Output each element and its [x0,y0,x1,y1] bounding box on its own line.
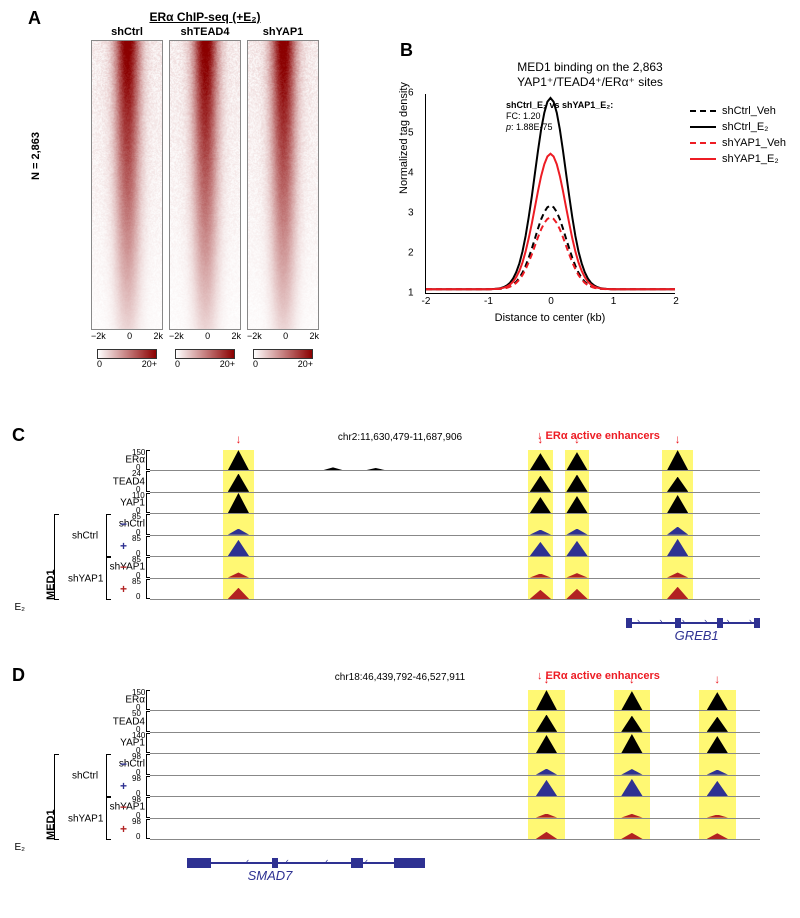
genome-coord: chr2:11,630,479-11,687,906 [338,432,462,443]
legend-row: shYAP1_E₂ [690,153,786,165]
inset-l3: p: 1.88E-75 [506,122,613,133]
panel-a-label: A [28,8,41,29]
track-label: ERα [30,455,148,466]
legend-row: shCtrl_Veh [690,105,786,117]
panel-a-title: ERα ChIP-seq (+E₂) [55,10,355,24]
heatmap-col-label: shTEAD4 [181,26,230,38]
panel-c-label: C [12,425,25,446]
track-label: ERα [30,695,148,706]
panel-b-plot: Normalized tag density shCtrl_E₂ vs shYA… [425,94,675,294]
panel-b: MED1 binding on the 2,863 YAP1⁺/TEAD4⁺/E… [395,60,785,324]
panel-b-title-l1: MED1 binding on the 2,863 [517,60,662,74]
panel-b-label: B [400,40,413,61]
enhancer-label: ↓ ERα active enhancers [537,670,660,682]
panel-d: ↓↓↓ERα1500TEAD4500YAP11400shCtrl 980− 98… [30,670,770,890]
track-label: shCtrl [30,759,148,770]
heatmap-col-label: shYAP1 [263,26,304,38]
e2-label: E₂ [0,602,28,613]
heatmap [91,40,163,330]
track-label: TEAD4 [30,476,148,487]
legend-row: shYAP1_Veh [690,137,786,149]
enhancer-label: ↓ ERα active enhancers [537,430,660,442]
genome-coord: chr18:46,439,792-46,527,911 [335,672,465,683]
gene-name: SMAD7 [248,868,293,883]
gene-name: GREB1 [675,628,719,643]
track-label: YAP1 [30,738,148,749]
panel-a-heatmaps: shCtrl−2k02k020+shTEAD4−2k02k020+shYAP1−… [55,26,355,369]
legend-row: shCtrl_E₂ [690,121,786,133]
inset-l1: shCtrl_E₂ vs shYAP1_E₂: [506,100,613,111]
track-label: TEAD4 [30,716,148,727]
panel-a: ERα ChIP-seq (+E₂) shCtrl−2k02k020+shTEA… [55,10,355,369]
panel-b-title: MED1 binding on the 2,863 YAP1⁺/TEAD4⁺/E… [395,60,785,90]
panel-a-n-label: N = 2,863 [30,132,42,180]
track-label: shCtrl [30,519,148,530]
inset-pval: 1.88E-75 [516,122,553,132]
heatmap [247,40,319,330]
heatmap [169,40,241,330]
panel-b-stats-inset: shCtrl_E₂ vs shYAP1_E₂: FC: 1.20 p: 1.88… [506,100,613,132]
panel-b-title-l2: YAP1⁺/TEAD4⁺/ERα⁺ sites [517,75,663,89]
heatmap-col-label: shCtrl [111,26,143,38]
panel-d-label: D [12,665,25,686]
inset-l2: FC: 1.20 [506,111,613,122]
panel-b-xlabel: Distance to center (kb) [425,312,675,324]
panel-c: ↓↓↓↓ERα1500TEAD4240YAP11100shCtrl 850− 8… [30,430,770,640]
e2-label: E₂ [0,842,28,853]
panel-b-legend: shCtrl_Veh shCtrl_E₂ shYAP1_Veh shYAP1_E₂ [690,105,786,169]
track-label: YAP1 [30,498,148,509]
